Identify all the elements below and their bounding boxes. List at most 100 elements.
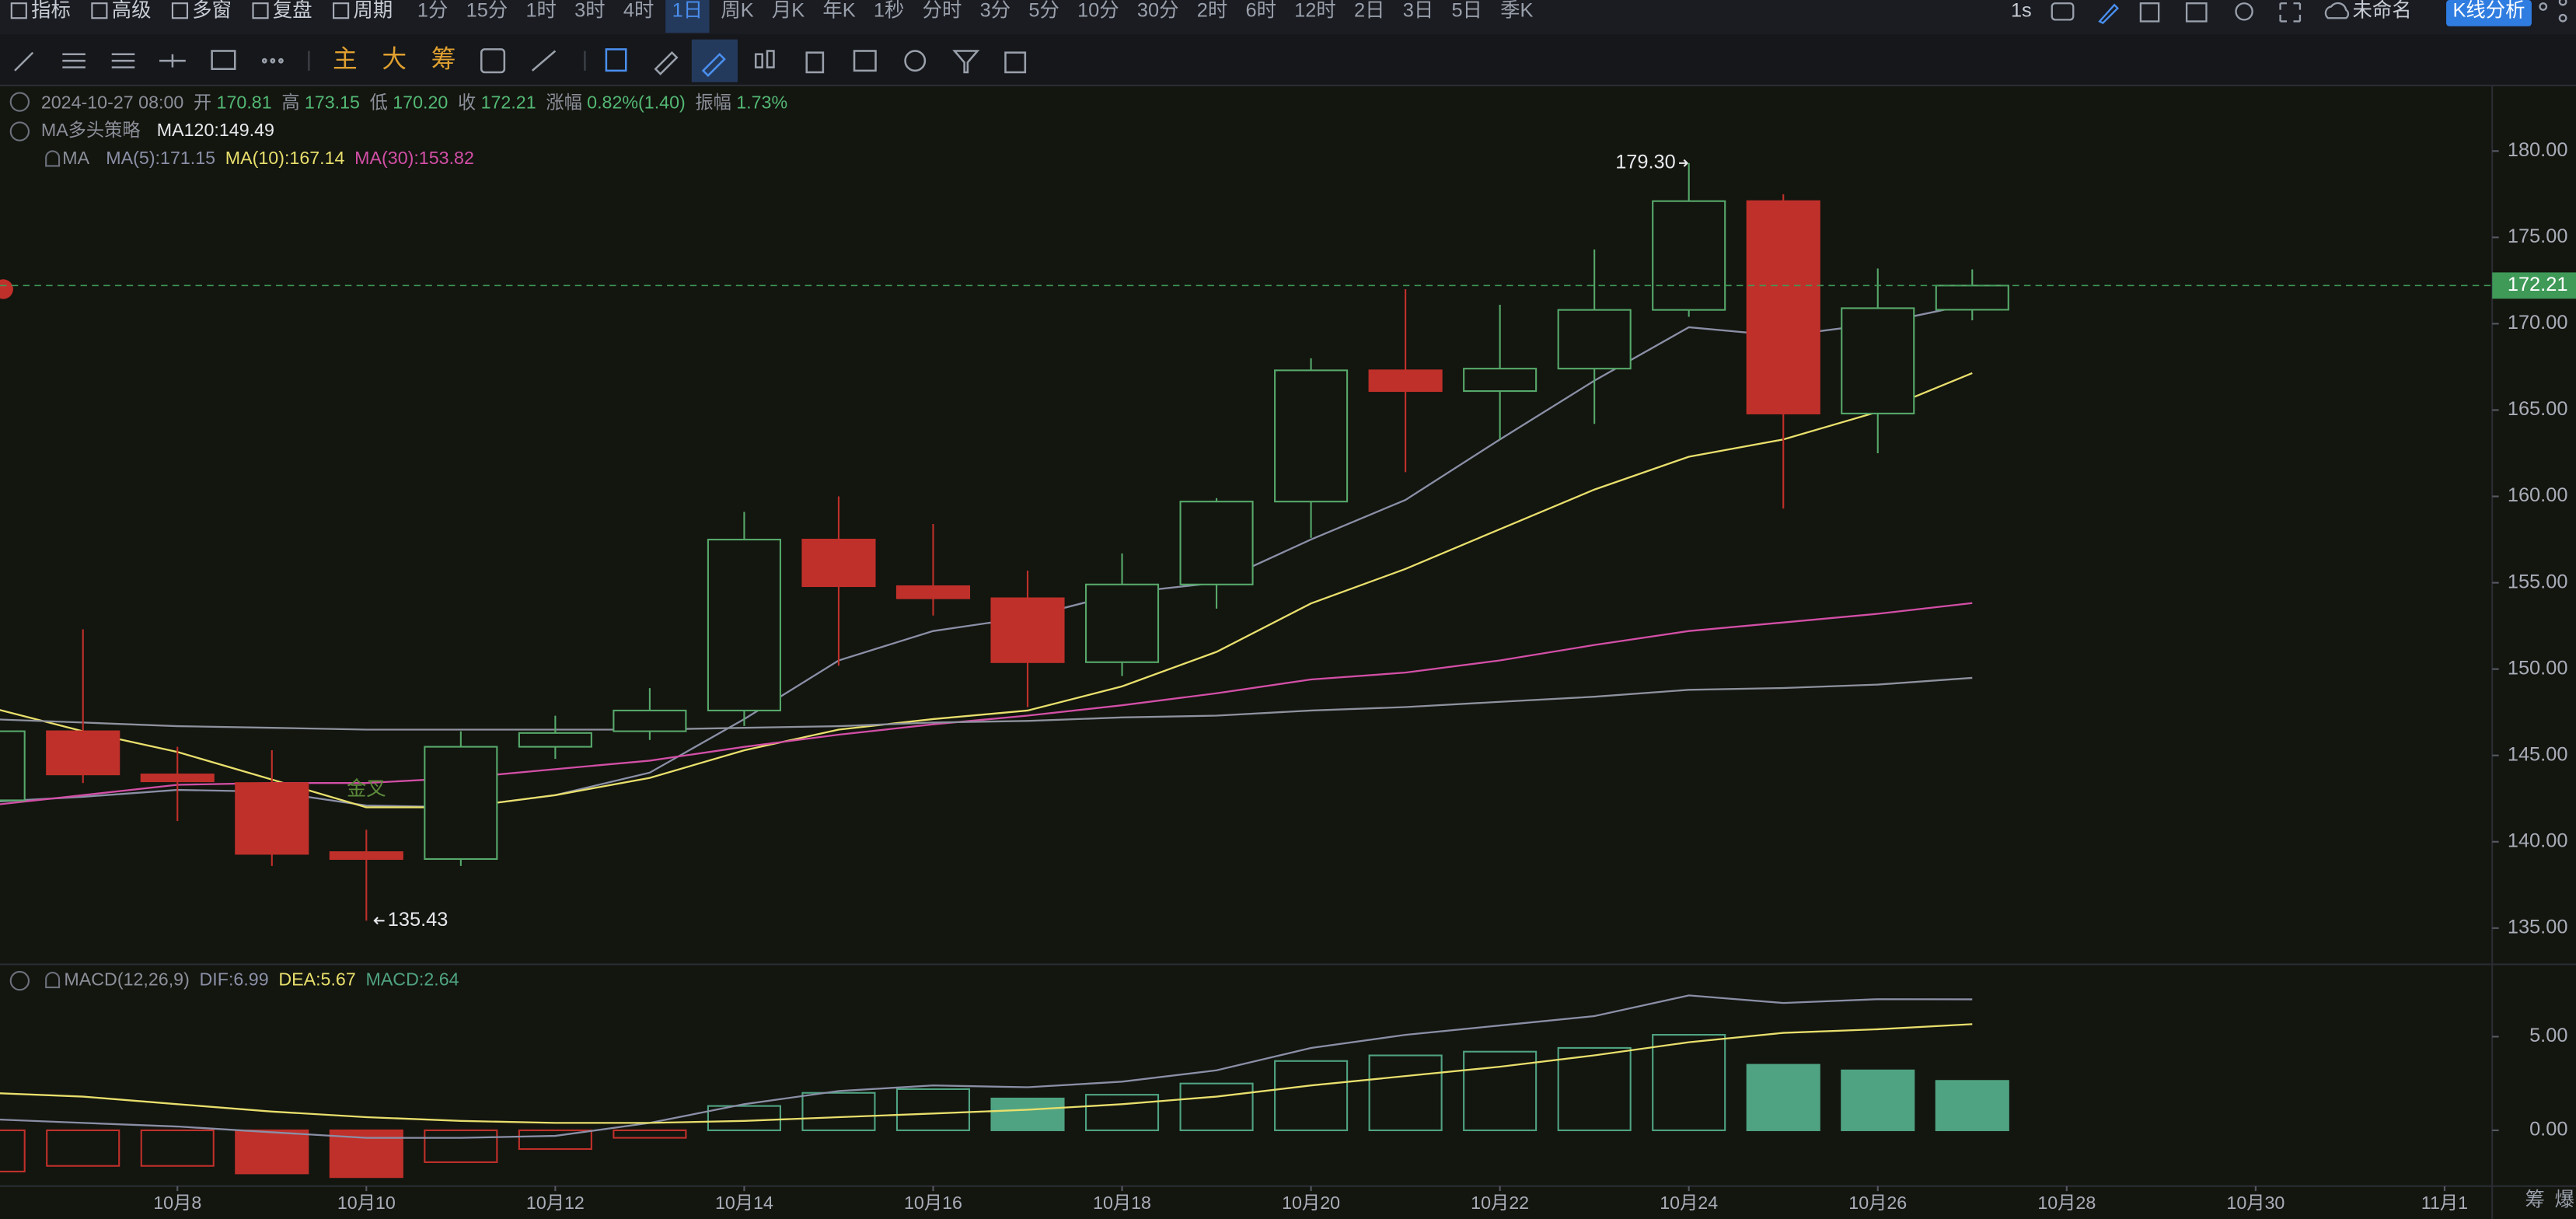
analysis-button-bg[interactable] [2446, 0, 2532, 26]
drawing-tools[interactable] [14, 39, 1027, 82]
menu-item[interactable]: 指标 [31, 0, 71, 21]
period-item[interactable]: 1秒 [874, 0, 904, 21]
menu-icon[interactable] [10, 2, 27, 19]
period-item[interactable]: 30分 [1137, 0, 1179, 21]
menu-item[interactable]: 复盘 [273, 0, 312, 21]
bell-macd[interactable] [45, 972, 61, 989]
toggle-macd[interactable] [9, 970, 30, 991]
period-item[interactable]: 5分 [1028, 0, 1059, 21]
period-item[interactable]: 年K [822, 0, 855, 21]
period-item[interactable]: 分时 [923, 0, 962, 21]
tool-pen[interactable] [701, 52, 726, 78]
period-item[interactable]: 2日 [1354, 0, 1384, 21]
period-item[interactable]: 1分 [417, 0, 448, 21]
menu-item[interactable]: 多窗 [192, 0, 232, 21]
icon-window[interactable] [2139, 2, 2160, 23]
period-item[interactable]: 2时 [1197, 0, 1227, 21]
macd-bar [1652, 1033, 1726, 1131]
tool-selected-bg [691, 39, 738, 82]
info-label: 振幅 [695, 92, 731, 112]
candle-body [1274, 369, 1349, 503]
indicator-button[interactable]: 主 [333, 45, 358, 73]
period-item[interactable]: 5日 [1451, 0, 1482, 21]
period-item[interactable]: 周K [721, 0, 753, 21]
toggle-info[interactable] [9, 92, 30, 112]
period-item[interactable]: 1时 [525, 0, 556, 21]
period-item[interactable]: 6时 [1245, 0, 1276, 21]
last-price-tag [2492, 272, 2576, 299]
legend-toggles[interactable] [9, 92, 61, 991]
period-item[interactable]: 1日 [672, 0, 703, 21]
tool-channel[interactable] [111, 53, 135, 68]
y-tick-label: 165.00 [2508, 398, 2568, 420]
macd-bar [140, 1129, 215, 1167]
indicator-button[interactable]: 大 [382, 45, 407, 73]
macd-legend: DEA:5.67 [278, 969, 355, 990]
tool-layers[interactable] [605, 48, 627, 72]
period-item[interactable]: 3时 [574, 0, 605, 21]
icon-settings[interactable] [2235, 2, 2253, 21]
period-item[interactable]: 3分 [980, 0, 1011, 21]
tool-hline[interactable] [159, 54, 186, 68]
x-tick-label: 10月28 [2037, 1193, 2096, 1213]
layout-name[interactable]: 未命名 [2353, 0, 2412, 21]
menu-icon[interactable] [333, 2, 350, 19]
refresh-rate[interactable]: 1s [2011, 0, 2032, 21]
tool-more[interactable] [261, 58, 284, 64]
macd-bar [424, 1129, 498, 1163]
tool-candles[interactable] [754, 50, 775, 68]
toggle-strategy[interactable] [9, 121, 30, 141]
right-tools[interactable] [2051, 0, 2567, 24]
tool-note[interactable] [853, 50, 877, 72]
period-item[interactable]: 季K [1500, 0, 1533, 21]
tool-parallel[interactable] [62, 53, 86, 68]
macd-bar [1935, 1080, 2009, 1131]
period-item[interactable]: 3日 [1403, 0, 1433, 21]
plot-layer: 179.30 135.43 金叉 [0, 152, 2009, 1179]
menu-item[interactable]: 周期 [353, 0, 393, 21]
candle-body [707, 538, 781, 712]
indicator-button[interactable]: 筹 [431, 45, 456, 73]
period-item[interactable]: 4时 [623, 0, 654, 21]
macd-bar [1841, 1069, 1915, 1131]
y-tick-label: 140.00 [2508, 830, 2568, 851]
macd-legend: MACD:2.64 [365, 969, 459, 990]
tool-magnet[interactable] [904, 50, 927, 72]
macd-bar [1084, 1094, 1160, 1131]
analysis-button[interactable]: K线分析 [2452, 0, 2525, 21]
icon-fullscreen[interactable] [2279, 2, 2302, 23]
period-item[interactable]: 15分 [466, 0, 508, 21]
cross-label: 金叉 [347, 778, 386, 800]
tool-rect[interactable] [211, 50, 236, 71]
x-tick-label: 10月16 [904, 1193, 962, 1213]
corner-item[interactable]: 筹 [2525, 1189, 2544, 1210]
tool-ruler[interactable] [654, 51, 679, 75]
tool-line[interactable] [14, 51, 34, 72]
corner-item[interactable]: 爆 [2555, 1189, 2574, 1210]
period-item[interactable]: 月K [772, 0, 805, 21]
strategy-name: MA多头策略 [41, 120, 141, 140]
tool-measure[interactable] [531, 50, 557, 72]
menu-icon[interactable] [171, 2, 189, 19]
tool-delete[interactable] [1004, 51, 1027, 74]
icon-camera[interactable] [2051, 2, 2075, 21]
tool-edit[interactable] [480, 48, 506, 74]
period-item[interactable]: 10分 [1077, 0, 1119, 21]
tool-lock[interactable] [805, 51, 825, 74]
tool-filter[interactable] [952, 50, 980, 74]
x-tick-label: 10月20 [1282, 1193, 1340, 1213]
icon-layout[interactable] [2185, 2, 2208, 23]
icon-draw[interactable] [2098, 3, 2119, 24]
bell-ma[interactable] [45, 150, 61, 167]
icon-cloud[interactable] [2324, 2, 2350, 19]
period-item[interactable]: 12时 [1294, 0, 1336, 21]
menu-item[interactable]: 高级 [112, 0, 152, 21]
menu-icon[interactable] [91, 2, 108, 19]
menu-icon[interactable] [252, 2, 269, 19]
info-label: 收 [458, 92, 476, 112]
top-toolbar [0, 0, 2576, 35]
price-alert-icon[interactable] [0, 279, 13, 299]
icon-share[interactable] [2539, 2, 2548, 11]
x-tick-label: 10月22 [1471, 1193, 1529, 1213]
